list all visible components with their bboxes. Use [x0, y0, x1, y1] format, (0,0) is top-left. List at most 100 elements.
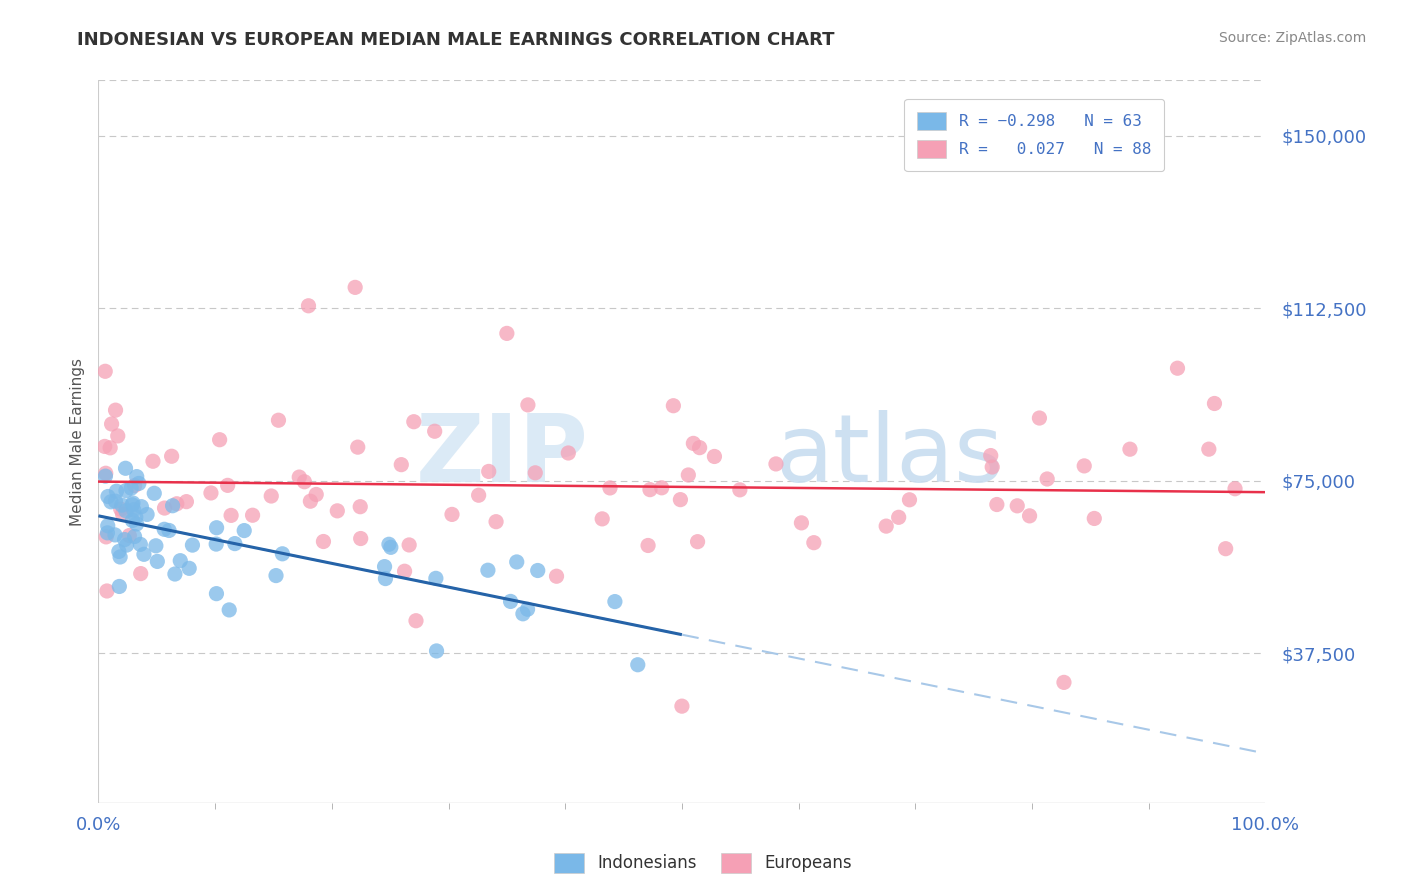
Point	[179, 561, 201, 575]
Point	[125, 510, 148, 524]
Point	[205, 521, 228, 535]
Legend: Indonesians, Europeans: Indonesians, Europeans	[547, 847, 859, 880]
Point	[104, 494, 127, 508]
Point	[208, 433, 231, 447]
Point	[516, 602, 538, 616]
Point	[686, 534, 709, 549]
Point	[162, 499, 184, 513]
Point	[153, 522, 176, 536]
Point	[205, 537, 228, 551]
Point	[467, 488, 489, 502]
Point	[129, 537, 152, 551]
Point	[1215, 541, 1237, 556]
Point	[599, 481, 621, 495]
Point	[405, 614, 427, 628]
Text: ZIP: ZIP	[416, 410, 589, 502]
Point	[297, 299, 319, 313]
Point	[1036, 472, 1059, 486]
Point	[131, 500, 153, 514]
Point	[1053, 675, 1076, 690]
Point	[115, 538, 138, 552]
Point	[176, 494, 198, 508]
Point	[93, 439, 115, 453]
Point	[115, 483, 138, 498]
Point	[166, 497, 188, 511]
Point	[157, 524, 180, 538]
Point	[524, 466, 547, 480]
Point	[145, 539, 167, 553]
Point	[980, 449, 1002, 463]
Point	[790, 516, 813, 530]
Point	[94, 469, 117, 483]
Point	[115, 504, 138, 518]
Point	[344, 280, 367, 294]
Point	[108, 579, 131, 593]
Point	[97, 518, 120, 533]
Point	[125, 516, 148, 531]
Point	[478, 465, 501, 479]
Point	[803, 535, 825, 549]
Point	[423, 424, 446, 438]
Point	[100, 495, 122, 509]
Point	[146, 554, 169, 568]
Point	[100, 417, 122, 431]
Text: Source: ZipAtlas.com: Source: ZipAtlas.com	[1219, 31, 1367, 45]
Point	[114, 533, 136, 547]
Point	[499, 594, 522, 608]
Text: INDONESIAN VS EUROPEAN MEDIAN MALE EARNINGS CORRELATION CHART: INDONESIAN VS EUROPEAN MEDIAN MALE EARNI…	[77, 31, 835, 49]
Point	[129, 566, 152, 581]
Point	[205, 587, 228, 601]
Point	[637, 539, 659, 553]
Point	[200, 486, 222, 500]
Point	[132, 547, 155, 561]
Point	[512, 607, 534, 621]
Point	[122, 496, 145, 510]
Point	[94, 530, 117, 544]
Point	[169, 554, 191, 568]
Text: atlas: atlas	[775, 410, 1004, 502]
Point	[682, 436, 704, 450]
Point	[142, 454, 165, 468]
Point	[153, 501, 176, 516]
Point	[96, 584, 118, 599]
Point	[1005, 499, 1028, 513]
Point	[1119, 442, 1142, 457]
Point	[981, 460, 1004, 475]
Point	[1204, 396, 1226, 410]
Point	[346, 440, 368, 454]
Legend: R = −0.298   N = 63, R =   0.027   N = 88: R = −0.298 N = 63, R = 0.027 N = 88	[904, 99, 1164, 171]
Point	[425, 571, 447, 585]
Point	[125, 469, 148, 483]
Point	[374, 572, 396, 586]
Point	[378, 537, 401, 551]
Point	[260, 489, 283, 503]
Point	[104, 403, 127, 417]
Point	[136, 508, 159, 522]
Point	[671, 699, 693, 714]
Point	[163, 567, 186, 582]
Point	[638, 483, 661, 497]
Point	[94, 364, 117, 378]
Point	[294, 475, 316, 489]
Point	[98, 441, 121, 455]
Point	[728, 483, 751, 497]
Point	[122, 503, 145, 517]
Point	[299, 494, 322, 508]
Point	[627, 657, 650, 672]
Point	[557, 446, 579, 460]
Point	[218, 603, 240, 617]
Point	[305, 487, 328, 501]
Point	[288, 470, 311, 484]
Point	[110, 502, 132, 516]
Point	[591, 512, 613, 526]
Point	[267, 413, 290, 427]
Point	[271, 547, 294, 561]
Point	[1018, 508, 1040, 523]
Point	[1198, 442, 1220, 457]
Point	[118, 528, 141, 542]
Point	[219, 508, 242, 523]
Point	[121, 498, 143, 512]
Point	[651, 481, 673, 495]
Point	[312, 534, 335, 549]
Point	[349, 500, 371, 514]
